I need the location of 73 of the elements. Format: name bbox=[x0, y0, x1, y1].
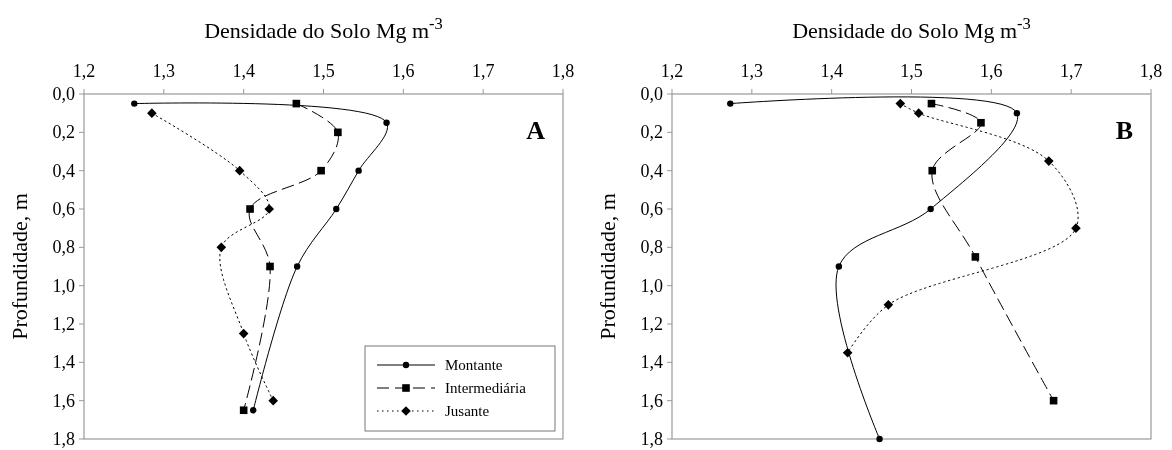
point bbox=[927, 205, 934, 213]
point bbox=[131, 100, 138, 107]
point bbox=[250, 407, 257, 414]
point bbox=[216, 242, 227, 253]
point bbox=[383, 119, 390, 126]
point bbox=[842, 347, 853, 358]
y-tick-label: 0,4 bbox=[640, 160, 663, 181]
y-tick-label: 0,2 bbox=[52, 122, 75, 143]
point bbox=[266, 262, 274, 271]
point bbox=[239, 406, 248, 415]
y-tick-label: 1,8 bbox=[52, 429, 75, 449]
y-tick-label: 0,6 bbox=[640, 199, 663, 219]
y-tick-label: 1,6 bbox=[640, 390, 663, 411]
x-tick-label: 1,7 bbox=[1059, 61, 1083, 81]
y-tick-label: 0,0 bbox=[640, 84, 663, 104]
point bbox=[928, 166, 937, 175]
legend-label: Montante bbox=[445, 357, 503, 373]
y-axis-title: Profundidade, m bbox=[7, 193, 32, 340]
y-axis-title: Profundidade, m bbox=[595, 193, 620, 340]
y-tick-label: 0,0 bbox=[52, 84, 75, 104]
x-tick-label: 1,4 bbox=[820, 61, 843, 81]
x-tick-label: 1,3 bbox=[152, 61, 176, 81]
x-tick-label: 1,5 bbox=[900, 61, 923, 81]
x-tick-label: 1,5 bbox=[312, 61, 335, 81]
x-tick-label: 1,6 bbox=[980, 61, 1003, 81]
x-tick-label: 1,4 bbox=[232, 61, 255, 81]
annotation: B bbox=[1115, 116, 1133, 145]
y-tick-label: 0,2 bbox=[640, 122, 663, 143]
y-tick-label: 1,0 bbox=[640, 275, 663, 296]
point bbox=[727, 100, 734, 107]
point bbox=[334, 128, 342, 137]
y-tick-label: 1,2 bbox=[640, 314, 663, 334]
legend-label: Intermediária bbox=[445, 380, 527, 396]
point bbox=[895, 98, 906, 109]
point bbox=[977, 118, 985, 127]
x-axis-title: Densidade do Solo Mg m$^{-3}$ bbox=[792, 13, 1031, 43]
y-tick-label: 1,8 bbox=[640, 429, 663, 449]
point bbox=[238, 328, 249, 339]
point bbox=[1013, 109, 1021, 117]
x-tick-label: 1,2 bbox=[72, 61, 96, 81]
point bbox=[913, 108, 924, 118]
y-tick-label: 1,6 bbox=[52, 390, 75, 411]
x-tick-label: 1,6 bbox=[392, 61, 415, 81]
x-tick-label: 1,3 bbox=[740, 61, 764, 81]
y-tick-label: 0,6 bbox=[52, 199, 75, 219]
point bbox=[876, 435, 883, 443]
point bbox=[246, 205, 254, 213]
point bbox=[147, 108, 157, 118]
point bbox=[268, 395, 279, 406]
annotation: A bbox=[526, 116, 546, 145]
y-tick-label: 1,2 bbox=[52, 314, 75, 334]
x-tick-label: 1,8 bbox=[1139, 61, 1163, 81]
x-axis-title: Densidade do Solo Mg m$^{-3}$ bbox=[204, 13, 443, 43]
y-tick-label: 0,8 bbox=[640, 237, 663, 258]
point bbox=[317, 166, 325, 175]
point bbox=[971, 253, 980, 261]
point bbox=[234, 165, 245, 176]
x-tick-label: 1,7 bbox=[471, 61, 495, 81]
point bbox=[835, 263, 843, 270]
y-tick-label: 1,0 bbox=[52, 275, 75, 296]
x-tick-label: 1,2 bbox=[660, 61, 684, 81]
legend-label: Jusante bbox=[445, 403, 490, 419]
point bbox=[333, 205, 340, 213]
point bbox=[355, 167, 362, 174]
y-tick-label: 0,4 bbox=[52, 160, 75, 181]
y-tick-label: 1,4 bbox=[52, 352, 75, 373]
y-tick-label: 0,8 bbox=[52, 237, 75, 258]
point bbox=[293, 263, 301, 270]
point bbox=[883, 300, 894, 310]
point bbox=[1044, 156, 1054, 166]
x-tick-label: 1,8 bbox=[551, 61, 575, 81]
y-tick-label: 1,4 bbox=[640, 352, 663, 373]
point bbox=[264, 204, 275, 214]
